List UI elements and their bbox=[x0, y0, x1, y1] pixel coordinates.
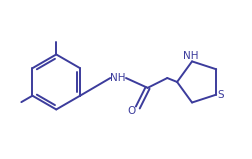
Text: O: O bbox=[127, 106, 136, 116]
Text: NH: NH bbox=[183, 51, 198, 61]
Text: S: S bbox=[217, 90, 224, 100]
Text: NH: NH bbox=[110, 73, 125, 83]
